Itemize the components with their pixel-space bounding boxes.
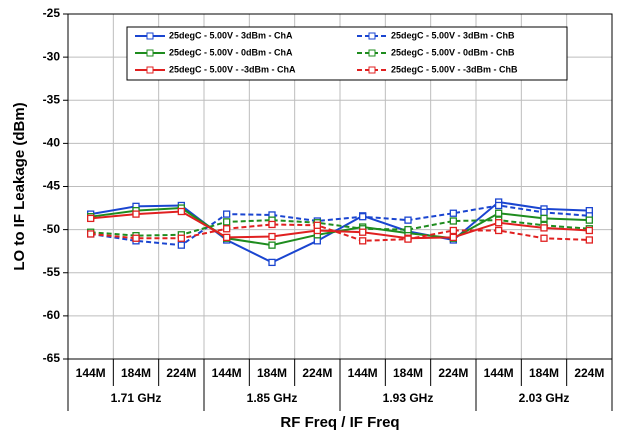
point-marker [87,214,95,223]
point-marker [359,237,367,245]
legend-marker [146,66,154,74]
point-marker [495,219,503,227]
x-tick-label: 184M [257,366,287,380]
x-tick-label: 184M [393,366,423,380]
legend-label: 25degC - 5.00V - 3dBm - ChA [169,30,293,40]
legend-marker [368,32,376,40]
series-line [90,223,590,242]
group-label: 1.93 GHz [383,391,434,405]
legend-label: 25degC - 5.00V - 3dBm - ChB [391,30,515,40]
legend-label: 25degC - 5.00V - 0dBm - ChB [391,47,515,57]
point-marker [449,217,457,225]
y-tick-label: -60 [43,308,61,322]
group-label: 1.71 GHz [111,391,162,405]
point-marker [585,236,593,244]
x-tick-label: 224M [166,366,196,380]
legend-label: 25degC - 5.00V - -3dBm - ChB [391,64,518,74]
legend-marker [146,32,154,40]
y-tick-label: -45 [43,179,61,193]
point-marker [359,213,367,221]
point-marker [223,210,231,218]
series-line [90,204,590,247]
point-marker [268,232,276,241]
group-label: 1.85 GHz [247,391,298,405]
point-marker [495,209,503,217]
point-marker [585,216,593,224]
y-tick-label: -65 [43,351,61,365]
point-marker [404,216,412,224]
x-tick-label: 144M [76,366,106,380]
point-marker [495,201,503,210]
point-marker [177,241,185,249]
legend-marker [146,49,154,57]
y-tick-label: -30 [43,49,61,63]
point-marker [449,226,457,235]
point-marker [449,233,457,242]
x-axis-title: RF Freq / IF Freq [280,414,399,431]
legend-label: 25degC - 5.00V - -3dBm - ChA [169,64,296,74]
y-tick-label: -50 [43,222,61,236]
point-marker [223,233,231,242]
y-tick-label: -35 [43,92,61,106]
point-marker [132,234,140,242]
series-line [90,219,590,237]
x-tick-label: 224M [574,366,604,380]
point-marker [177,207,185,216]
point-marker [223,218,231,226]
y-tick-label: -25 [43,6,61,20]
y-tick-label: -55 [43,265,61,279]
point-marker [404,225,412,234]
series-line [90,210,590,240]
point-marker [268,220,276,229]
legend-box [126,26,568,81]
x-tick-label: 184M [529,366,559,380]
point-marker [223,225,231,233]
point-marker [268,241,276,249]
x-tick-label: 144M [348,366,378,380]
group-label: 2.03 GHz [519,391,570,405]
y-axis-title: LO to IF Leakage (dBm) [11,102,28,270]
point-marker [359,228,367,236]
point-marker [177,234,185,242]
point-marker [313,237,321,245]
x-tick-label: 144M [212,366,242,380]
point-marker [540,234,548,242]
point-marker [495,226,503,235]
point-marker [87,230,95,238]
point-marker [540,208,548,217]
point-marker [449,209,457,217]
point-marker [540,224,548,232]
series-line [90,200,590,264]
legend-marker [368,66,376,74]
legend-label: 25degC - 5.00V - 0dBm - ChA [169,47,293,57]
legend-marker [368,49,376,57]
point-marker [404,235,412,243]
point-marker [585,226,593,235]
point-marker [313,221,321,229]
x-tick-label: 224M [438,366,468,380]
y-tick-label: -40 [43,136,61,150]
point-marker [132,210,140,218]
x-tick-label: 224M [302,366,332,380]
point-marker [268,258,276,267]
x-tick-label: 184M [121,366,151,380]
point-marker [540,214,548,223]
x-tick-label: 144M [484,366,514,380]
